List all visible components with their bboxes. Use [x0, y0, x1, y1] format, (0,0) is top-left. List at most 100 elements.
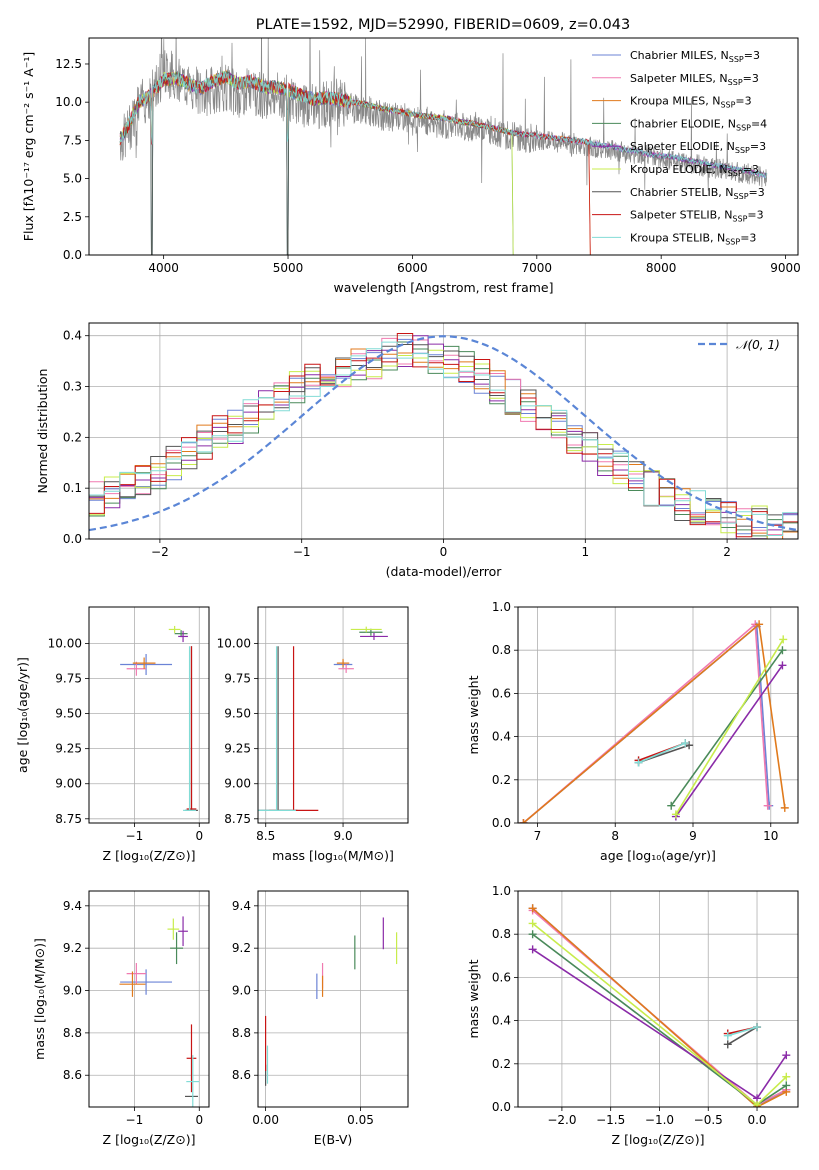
- plot-area: [258, 626, 388, 811]
- axes-frame: [517, 890, 799, 1108]
- series-line: [522, 624, 770, 823]
- plot-area: [264, 917, 398, 1086]
- tick-label-x: 8: [611, 829, 619, 843]
- series-marker: [753, 1023, 762, 1032]
- tick-label-y: 9.00: [224, 777, 251, 791]
- legend: 𝒩(0, 1): [698, 338, 780, 352]
- tick-label-y: 10.00: [217, 636, 251, 650]
- tick-label-y: 0.4: [492, 730, 511, 744]
- series-marker: [528, 945, 537, 954]
- series-2: [519, 620, 772, 823]
- series-marker: [779, 635, 788, 644]
- legend-label-3: Kroupa MILES, NSSP=3: [630, 95, 752, 110]
- axes-frame: [88, 322, 799, 540]
- axes-frame: [88, 890, 210, 1108]
- point-6: [350, 626, 382, 633]
- tick-label-y: 0.2: [492, 773, 511, 787]
- tick-label-x: −1.0: [645, 1113, 674, 1127]
- legend-label-1: Chabrier MILES, NSSP=3: [630, 49, 760, 64]
- legend-label-9: Kroupa STELIB, NSSP=3: [630, 231, 756, 246]
- axes-weight_vs_Z: −2.0 −1.5 −1.0 −0.5 0.0 0.0 0.2 0.4 0.6 0.8 1.0 Z […: [466, 884, 799, 1147]
- series-marker: [528, 904, 537, 913]
- legend-label-4: Chabrier ELODIE, NSSP=4: [630, 117, 767, 132]
- tick-label-x: −1: [126, 829, 144, 843]
- tick-label-y: 9.0: [63, 984, 82, 998]
- plot-area: [89, 333, 798, 539]
- legend: Chabrier MILES, NSSP=3 Salpeter MILES, NS…: [592, 49, 767, 246]
- legend-label-normal: 𝒩(0, 1): [736, 338, 780, 352]
- x-axis-label: (data-model)/error: [386, 564, 503, 579]
- point-2: [338, 664, 354, 673]
- chart-title: PLATE=1592, MJD=52990, FIBERID=0609, z=0…: [256, 17, 630, 33]
- tick-label-x: −1: [293, 545, 311, 559]
- tick-label-x: 0: [440, 545, 448, 559]
- tick-label-y: 8.75: [55, 812, 82, 826]
- tick-label-x: 0.0: [747, 1113, 766, 1127]
- point-5: [178, 916, 188, 947]
- x-axis-label: age [log₁₀(age/yr)]: [600, 848, 716, 863]
- tick-label-x: 7: [534, 829, 542, 843]
- axes-frame: [517, 606, 799, 824]
- x-axis-label: mass [log₁₀(M/M⊙)]: [272, 848, 394, 863]
- point-6: [168, 625, 181, 633]
- series-marker: [763, 801, 772, 810]
- x-axis-label: wavelength [Angstrom, rest frame]: [333, 280, 553, 295]
- tick-label-y: 0.0: [492, 816, 511, 830]
- point-3: [132, 657, 156, 669]
- histogram-9: [89, 341, 798, 539]
- point-9: [186, 1055, 200, 1107]
- tick-label-y: 9.75: [224, 672, 251, 686]
- tick-label-x: 0.00: [252, 1113, 279, 1127]
- point-9: [258, 646, 296, 811]
- axes-spectrum: 4000 5000 6000 7000 8000 9000 0.0 2.5 5.0 7.5 10.0…: [21, 17, 801, 295]
- tick-label-y: 10.0: [55, 95, 82, 109]
- x-axis-label: E(B-V): [314, 1132, 353, 1147]
- plot-area: [528, 904, 791, 1107]
- series-9: [634, 739, 690, 767]
- x-axis-label: Z [log₁₀(Z/Z⊙)]: [103, 848, 196, 863]
- tick-label-x: 4000: [148, 261, 179, 275]
- tick-label-y: 8.8: [63, 1026, 82, 1040]
- tick-label-y: 8.6: [63, 1068, 82, 1082]
- series-marker: [782, 1072, 791, 1081]
- tick-label-y: 7.5: [63, 133, 82, 147]
- x-axis-label: Z [log₁₀(Z/Z⊙)]: [612, 1132, 705, 1147]
- axes-age_vs_mass: 8.5 9.0 8.75 9.00 9.25 9.50 9.75 10.00 mass [log…: [217, 606, 409, 863]
- tick-label-y: 9.0: [232, 984, 251, 998]
- tick-label-y: 0.6: [492, 686, 511, 700]
- point-4: [170, 932, 184, 965]
- tick-label-y: 5.0: [63, 172, 82, 186]
- legend-label-7: Chabrier STELIB, NSSP=3: [630, 186, 765, 201]
- tick-label-y: 2.5: [63, 210, 82, 224]
- tick-label-x: 7000: [522, 261, 553, 275]
- plot-area: [120, 625, 198, 811]
- tick-label-y: 9.2: [63, 941, 82, 955]
- point-8: [186, 646, 197, 810]
- point-5: [178, 630, 188, 643]
- series-7: [634, 741, 694, 767]
- tick-label-x: −2: [151, 545, 169, 559]
- series-line: [727, 1026, 758, 1037]
- series-9: [723, 1023, 762, 1040]
- tick-label-y: 9.50: [55, 707, 82, 721]
- series-line: [670, 649, 784, 807]
- y-axis-label: age [log₁₀(age/yr)]: [15, 657, 30, 773]
- tick-label-x: 10: [763, 829, 778, 843]
- y-axis-label: Normed distribution: [35, 369, 50, 494]
- point-7: [258, 646, 298, 811]
- tick-label-y: 0.8: [492, 643, 511, 657]
- tick-label-y: 10.00: [48, 636, 82, 650]
- tick-label-x: 8.5: [256, 829, 275, 843]
- series-line: [522, 622, 786, 823]
- axes-frame: [257, 890, 409, 1108]
- y-axis-label: mass [log₁₀(M/M⊙)]: [32, 938, 47, 1060]
- tick-label-y: 8.75: [224, 812, 251, 826]
- series-marker: [780, 803, 789, 812]
- series-6: [528, 919, 791, 1107]
- series-line: [675, 638, 784, 815]
- series-marker: [528, 930, 537, 939]
- axes-frame: [88, 606, 210, 824]
- tick-label-x: −0.5: [694, 1113, 723, 1127]
- tick-label-y: 0.4: [492, 1014, 511, 1028]
